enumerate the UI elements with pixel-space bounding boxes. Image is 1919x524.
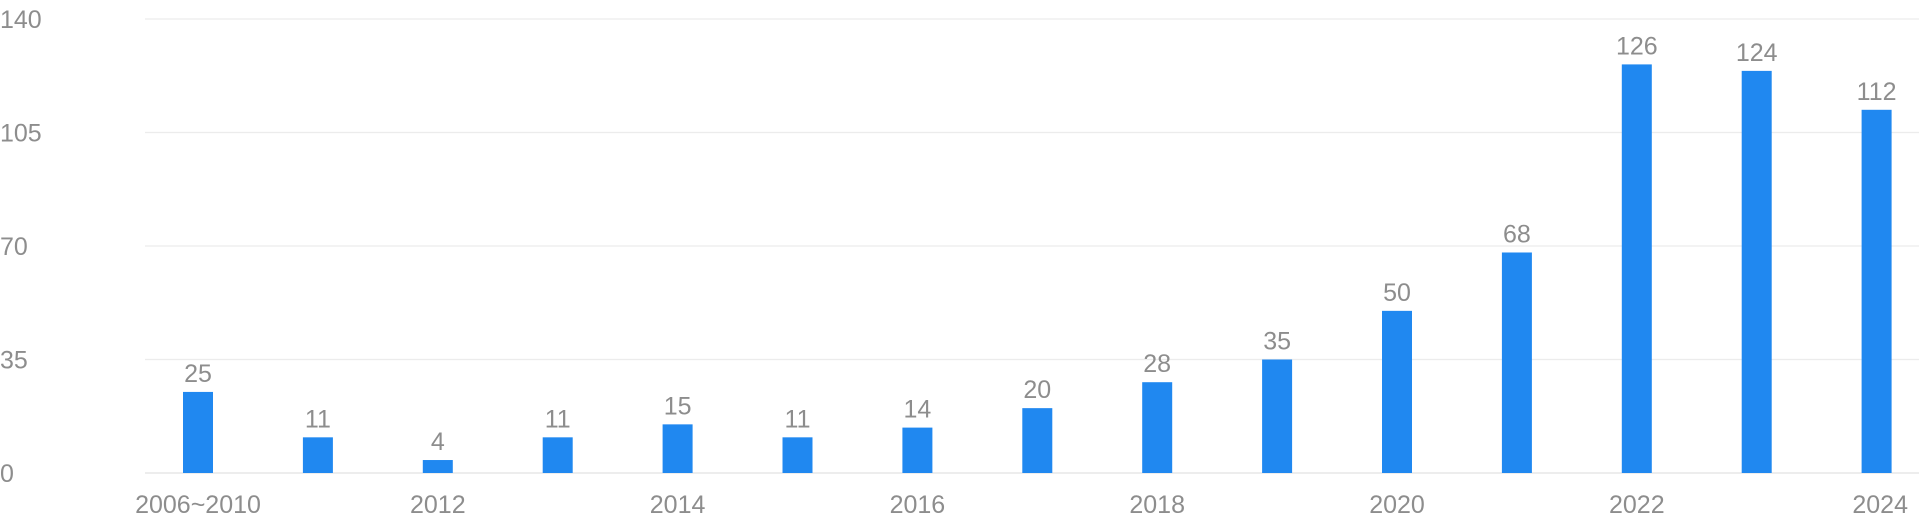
x-tick-label: 2006~2010 [135,491,261,519]
x-tick-label: 2016 [890,491,946,519]
bar [1382,310,1412,473]
bar [1621,64,1652,474]
bar [1142,382,1173,473]
bar [662,424,693,473]
bar [782,437,813,473]
bar-value-label: 126 [1616,32,1658,60]
bar-value-label: 15 [664,392,692,420]
x-tick-label: 2014 [650,491,706,519]
bar-value-label: 112 [1857,78,1897,106]
y-tick-label: 0 [0,460,14,488]
bar-value-label: 4 [431,428,445,456]
bar-value-label: 20 [1023,376,1051,404]
bar [1861,109,1892,474]
x-tick-label: 2012 [410,491,466,519]
x-tick-label: 2024 [1852,491,1908,519]
bar [302,437,333,473]
bar-value-label: 11 [785,405,811,433]
bar [542,437,573,473]
y-tick-label: 140 [0,6,42,34]
bar-value-label: 35 [1263,328,1291,356]
y-tick-label: 105 [0,120,42,148]
bar [1262,359,1293,473]
y-tick-label: 35 [0,347,28,375]
bar-value-label: 14 [903,396,931,424]
bar-value-label: 124 [1736,39,1778,67]
y-tick-label: 70 [0,233,28,261]
bar [1741,70,1772,473]
bar [1022,408,1053,473]
bar [422,460,453,473]
bar [183,391,213,473]
bar-value-label: 25 [184,360,212,388]
x-tick-label: 2018 [1129,491,1185,519]
bar [902,427,933,473]
bar-value-label: 11 [545,405,571,433]
bar-value-label: 68 [1503,220,1531,248]
bar [1501,252,1532,473]
bar-value-label: 50 [1383,279,1411,307]
x-tick-label: 2022 [1609,491,1665,519]
bar-value-label: 28 [1143,350,1171,378]
bar-value-label: 11 [305,405,331,433]
x-tick-label: 2020 [1369,491,1425,519]
